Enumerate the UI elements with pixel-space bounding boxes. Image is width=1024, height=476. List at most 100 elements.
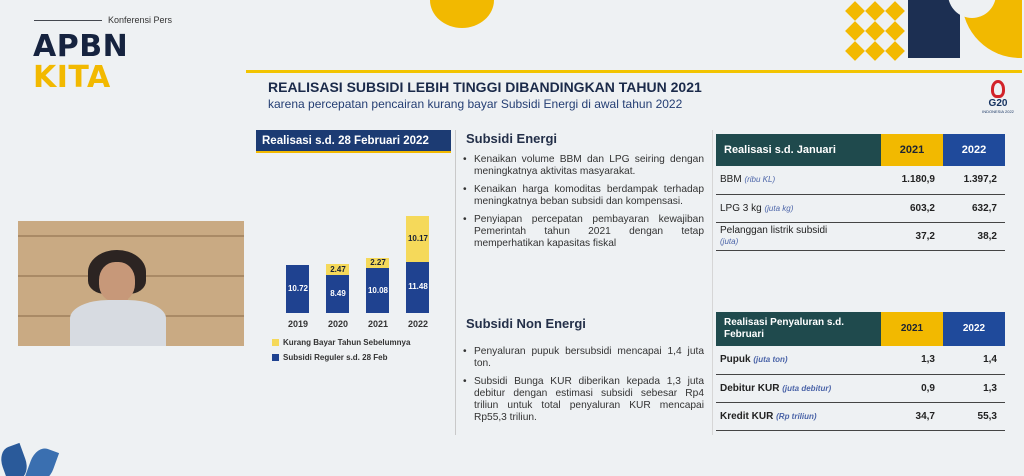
bar-kurang-bayar-2021 [366, 257, 389, 269]
cell-2021: 0,9 [881, 374, 943, 403]
row-label-cell: Pupuk (juta ton) [716, 346, 881, 375]
bar-reguler-2021 [366, 268, 389, 313]
bar-reguler-2019 [286, 265, 309, 313]
cell-2022: 632,7 [943, 194, 1005, 223]
cell-2022: 1,3 [943, 374, 1005, 403]
cell-2021: 34,7 [881, 402, 943, 431]
cell-2021: 603,2 [881, 194, 943, 223]
legend-kurang-bayar: Kurang Bayar Tahun Sebelumnya [272, 338, 410, 347]
legend-blue-label: Subsidi Reguler s.d. 28 Feb [283, 353, 388, 362]
cell-2022: 1,4 [943, 346, 1005, 375]
table-realisasi-januari: Realisasi s.d. Januari 2021 2022 BBM (ri… [716, 134, 1005, 251]
energi-bullet: Kenaikan harga komoditas berdampak terha… [463, 184, 704, 208]
section-title-non-energi: Subsidi Non Energi [466, 316, 586, 331]
energi-bullet-list: Kenaikan volume BBM dan LPG seiring deng… [463, 154, 704, 256]
decor-white-circle [948, 0, 996, 18]
energi-bullet: Penyiapan percepatan pembayaran kewajiba… [463, 214, 704, 250]
page-subtitle: karena percepatan pencairan kurang bayar… [268, 97, 683, 111]
row-label-cell: BBM (ribu KL) [716, 166, 881, 195]
bar-value-label: 11.48 [408, 282, 428, 292]
bar-value-label: 10.17 [407, 234, 429, 244]
x-tick-label: 2022 [407, 319, 429, 329]
speaker-face [99, 262, 135, 302]
chart-panel-rule [256, 151, 451, 153]
brand-logo-apbn: APBN [33, 29, 129, 64]
row-label-cell: Pelanggan listrik subsidi (juta) [716, 222, 881, 251]
page-title: REALISASI SUBSIDI LEBIH TINGGI DIBANDING… [268, 79, 702, 95]
bar-value-label: 10.08 [367, 285, 389, 295]
table-head-2022: 2022 [943, 134, 1005, 166]
row-unit: (juta kg) [764, 203, 794, 213]
table-head-2021: 2021 [881, 134, 943, 166]
g20-label: G20 [988, 98, 1008, 109]
speaker-body [70, 300, 166, 346]
table-head-label: Realisasi Penyaluran s.d. Februari [716, 312, 881, 346]
table-realisasi-penyaluran: Realisasi Penyaluran s.d. Februari 2021 … [716, 312, 1005, 431]
table-row: Pupuk (juta ton) 1,3 1,4 [716, 346, 1005, 375]
table-row: BBM (ribu KL) 1.180,9 1.397,2 [716, 166, 1005, 195]
row-label: Debitur KUR [720, 382, 780, 394]
legend-yellow-swatch [272, 339, 279, 347]
bar-value-label: 2.47 [330, 264, 346, 274]
legend-yellow-label: Kurang Bayar Tahun Sebelumnya [283, 338, 411, 347]
row-label: LPG 3 kg [720, 202, 762, 214]
brand-logo-kita: KITA [33, 60, 111, 95]
table-row: Pelanggan listrik subsidi (juta) 37,2 38,… [716, 222, 1005, 251]
row-unit: (juta ton) [753, 355, 788, 365]
row-unit: (Rp triliun) [776, 411, 817, 421]
table-head-2022: 2022 [943, 312, 1005, 346]
bar-value-label: 2.27 [370, 257, 386, 267]
table-header-row: Realisasi Penyaluran s.d. Februari 2021 … [716, 312, 1005, 346]
table-head-2021: 2021 [881, 312, 943, 346]
row-label-cell: Kredit KUR (Rp triliun) [716, 402, 881, 431]
table-header-row: Realisasi s.d. Januari 2021 2022 [716, 134, 1005, 166]
cell-2022: 1.397,2 [943, 166, 1005, 195]
legend-subsidi-reguler: Subsidi Reguler s.d. 28 Feb [272, 353, 387, 362]
cell-2021: 37,2 [881, 222, 943, 251]
cell-2022: 38,2 [943, 222, 1005, 251]
table-head-label: Realisasi s.d. Januari [716, 134, 881, 166]
x-tick-label: 2021 [367, 319, 389, 329]
table-row: Debitur KUR (juta debitur) 0,9 1,3 [716, 374, 1005, 403]
title-rule [246, 70, 1022, 73]
bar-kurang-bayar-2020 [326, 264, 349, 276]
bar-value-label: 10.72 [287, 284, 309, 294]
brand-subtitle: Konferensi Pers [108, 15, 173, 25]
row-unit: (ribu KL) [744, 175, 776, 185]
row-unit: (juta) [720, 237, 739, 246]
row-label: BBM [720, 174, 742, 186]
row-label-cell: LPG 3 kg (juta kg) [716, 194, 881, 223]
bar-kurang-bayar-2022 [406, 216, 429, 262]
cell-2021: 1.180,9 [881, 166, 943, 195]
legend-blue-swatch [272, 354, 279, 362]
column-divider-2 [712, 130, 713, 435]
brand-divider [34, 20, 102, 21]
row-label-cell: Debitur KUR (juta debitur) [716, 374, 881, 403]
decor-leaf [24, 444, 60, 476]
bar-reguler-2022 [406, 261, 429, 313]
table-row: Kredit KUR (Rp triliun) 34,7 55,3 [716, 402, 1005, 431]
decor-diamond-pattern [845, 0, 906, 61]
row-unit: (juta debitur) [782, 383, 832, 393]
cell-2021: 1,3 [881, 346, 943, 375]
g20-emblem-icon [991, 80, 1005, 98]
energi-bullet: Kenaikan volume BBM dan LPG seiring deng… [463, 154, 704, 178]
non-energi-bullet: Penyaluran pupuk bersubsidi mencapai 1,4… [463, 346, 704, 370]
non-energi-bullet: Subsidi Bunga KUR diberikan kepada 1,3 j… [463, 376, 704, 424]
x-tick-label: 2020 [327, 319, 349, 329]
non-energi-bullet-list: Penyaluran pupuk bersubsidi mencapai 1,4… [463, 346, 704, 430]
row-label: Kredit KUR [720, 410, 774, 422]
decor-blue-block [908, 0, 960, 58]
row-label: Pupuk [720, 354, 751, 366]
g20-sublabel: INDONESIA 2022 [982, 109, 1014, 114]
decor-semicircle [430, 0, 494, 28]
g20-logo: G20 INDONESIA 2022 [980, 80, 1016, 120]
chart-panel-heading: Realisasi s.d. 28 Februari 2022 [256, 130, 451, 152]
x-tick-label: 2019 [287, 319, 309, 329]
subsidy-bar-chart: 10.72 2019 8.49 2.47 2020 10.08 2.27 2021 11.48 1… [270, 150, 450, 335]
cell-2022: 55,3 [943, 402, 1005, 431]
bar-value-label: 8.49 [330, 289, 346, 299]
table-row: LPG 3 kg (juta kg) 603,2 632,7 [716, 194, 1005, 223]
bar-reguler-2020 [326, 275, 349, 313]
row-label: Pelanggan listrik subsidi [720, 225, 828, 236]
